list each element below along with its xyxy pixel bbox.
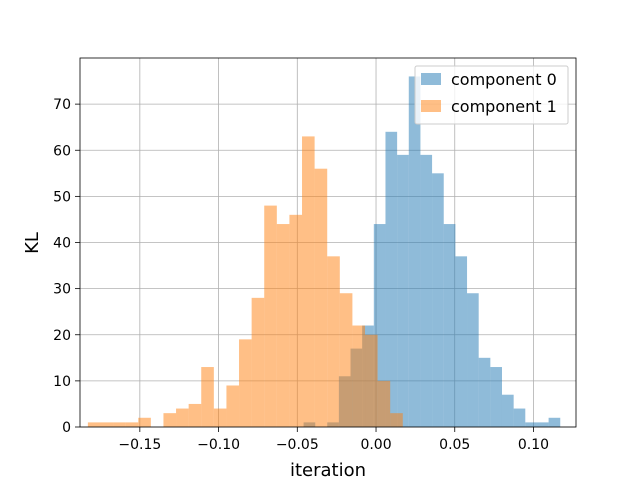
y-axis-ticks: 0 10 20 30 40 50 60 70 — [53, 97, 80, 436]
y-tick-label: 60 — [53, 143, 71, 159]
y-tick-label: 20 — [53, 328, 71, 344]
legend-label-component-0: component 0 — [451, 70, 557, 89]
histogram-bar — [443, 224, 456, 427]
histogram-bar — [365, 334, 378, 427]
y-tick-label: 40 — [53, 236, 71, 252]
x-axis-label: iteration — [290, 460, 366, 480]
histogram-bar — [390, 413, 403, 427]
y-tick-label: 50 — [53, 189, 71, 205]
histogram-bar — [408, 76, 421, 427]
histogram-bar — [490, 367, 502, 427]
histogram-bar — [302, 136, 315, 427]
bars — [87, 76, 561, 428]
legend-swatch-component-1 — [421, 100, 441, 112]
legend-box — [414, 65, 569, 125]
histogram-bar — [251, 297, 265, 427]
y-tick-label: 70 — [53, 97, 71, 113]
histogram-bar — [188, 403, 202, 427]
histogram-bar — [420, 154, 433, 428]
histogram-bar — [213, 408, 227, 427]
x-tick-label: 0.00 — [360, 437, 391, 453]
histogram-bar — [239, 339, 252, 427]
histogram-bar — [289, 214, 303, 427]
histogram-bar — [264, 205, 277, 427]
y-axis-label: KL — [22, 232, 43, 254]
histogram-bar — [373, 224, 386, 427]
histogram-bar — [377, 380, 391, 427]
histogram-bar — [113, 422, 126, 427]
histogram-bar — [339, 293, 353, 427]
histogram-bar — [385, 131, 398, 428]
histogram-bar — [467, 293, 479, 427]
x-tick-label: 0.10 — [518, 437, 549, 453]
histogram-bar — [548, 417, 561, 427]
y-tick-label: 30 — [53, 282, 71, 298]
y-tick-label: 10 — [53, 374, 71, 390]
histogram-bar — [125, 422, 139, 427]
histogram-bar — [536, 422, 549, 427]
histogram-bar — [432, 173, 444, 427]
x-tick-label: 0.05 — [439, 437, 470, 453]
histogram-bar — [327, 256, 340, 427]
histogram-bar — [201, 367, 214, 427]
legend: component 0 component 1 — [414, 65, 569, 125]
x-tick-label: −0.05 — [276, 437, 319, 453]
histogram-bar — [276, 224, 290, 427]
histogram-bar — [176, 408, 189, 427]
histogram-bar — [525, 422, 537, 427]
histogram-bar — [352, 325, 366, 427]
histogram-bar — [478, 357, 491, 427]
histogram-bar — [397, 154, 409, 428]
x-tick-label: −0.10 — [197, 437, 240, 453]
x-axis-ticks: −0.15 −0.10 −0.05 0.00 0.05 0.10 — [118, 427, 549, 453]
histogram-bar — [455, 256, 468, 427]
histogram-bar — [314, 168, 328, 427]
histogram-bar — [513, 408, 526, 427]
histogram-bar — [100, 422, 114, 427]
legend-label-component-1: component 1 — [451, 97, 557, 116]
histogram-bar — [226, 385, 240, 427]
legend-swatch-component-0 — [421, 73, 441, 85]
histogram-bar — [138, 417, 151, 427]
y-tick-label: 0 — [62, 420, 71, 436]
histogram-bar — [163, 413, 177, 427]
histogram-bar — [501, 394, 514, 427]
series-component-1 — [87, 136, 403, 427]
x-tick-label: −0.15 — [118, 437, 161, 453]
histogram-bar — [87, 422, 101, 427]
